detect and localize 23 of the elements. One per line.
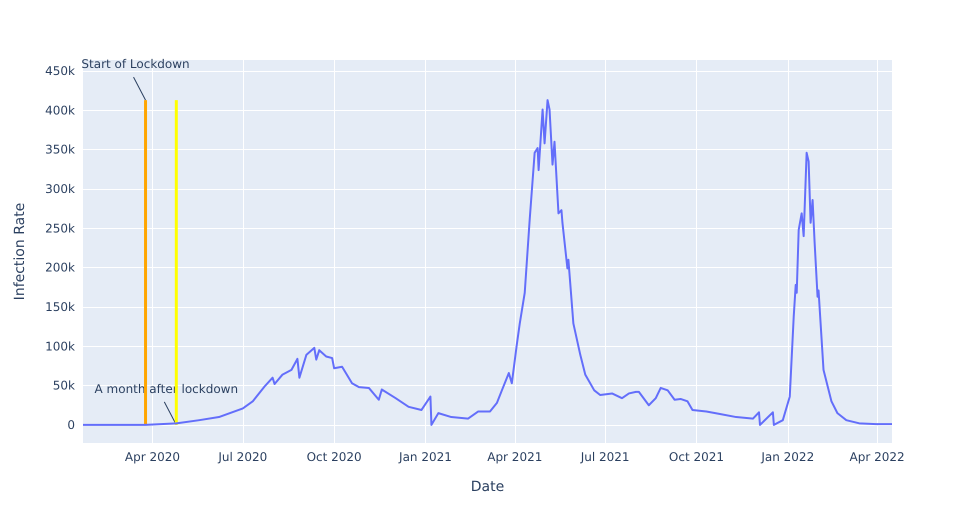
y-tick-label: 150k <box>45 300 76 314</box>
y-axis-title: Infection Rate <box>12 202 28 300</box>
line-series <box>82 99 893 426</box>
x-tick-label: Oct 2021 <box>668 450 724 464</box>
x-tick-label: Apr 2021 <box>487 450 542 464</box>
x-tick-label: Jan 2021 <box>398 450 452 464</box>
y-tick-label: 250k <box>45 221 76 236</box>
x-tick-label: Apr 2022 <box>850 450 905 464</box>
annotation: Start of Lockdown <box>81 57 190 72</box>
x-tick-label: Jul 2021 <box>580 450 630 464</box>
y-tick-label: 200k <box>45 260 76 275</box>
y-tick-label: 300k <box>45 182 76 196</box>
y-tick-label: 100k <box>45 339 76 354</box>
y-tick-label: 400k <box>45 103 76 118</box>
y-tick-label: 450k <box>45 64 76 78</box>
x-tick-label: Jul 2020 <box>217 450 268 464</box>
x-tick-label: Oct 2020 <box>306 450 362 464</box>
x-tick-label: Jan 2022 <box>760 450 814 464</box>
y-tick-label: 350k <box>45 142 76 157</box>
x-axis-title: Date <box>470 479 504 495</box>
y-tick-label: 50k <box>52 378 76 393</box>
y-tick-label: 0 <box>67 418 75 432</box>
x-tick-label: Apr 2020 <box>124 450 180 464</box>
